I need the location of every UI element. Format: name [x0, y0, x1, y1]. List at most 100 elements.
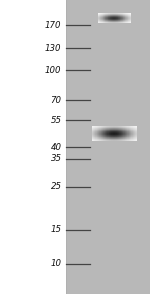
Bar [110, 127, 111, 128]
Bar [105, 135, 106, 136]
Bar [92, 137, 93, 138]
Bar [97, 127, 98, 128]
Bar [119, 126, 120, 127]
Bar [135, 129, 136, 130]
Bar [120, 130, 121, 131]
Bar [126, 140, 127, 141]
Bar [96, 137, 97, 138]
Bar [102, 138, 103, 139]
Bar [113, 127, 114, 128]
Bar [100, 129, 101, 130]
Bar [100, 127, 101, 128]
Bar [131, 133, 132, 134]
Bar [115, 129, 116, 130]
Bar [118, 138, 119, 139]
Bar [122, 134, 123, 135]
Bar [119, 127, 120, 128]
Bar [94, 133, 95, 134]
Bar [112, 139, 113, 140]
Bar [125, 131, 126, 132]
Bar [99, 137, 100, 138]
Bar [129, 137, 130, 138]
Bar [108, 131, 109, 132]
Bar [133, 138, 134, 139]
Bar [117, 129, 118, 130]
Bar [109, 136, 110, 137]
Bar [122, 136, 123, 137]
Bar [126, 129, 127, 130]
Bar [114, 135, 115, 136]
Bar [95, 126, 96, 127]
Bar [115, 127, 116, 128]
Bar [94, 129, 95, 130]
Bar [104, 135, 105, 136]
Bar [114, 137, 115, 138]
Bar [118, 133, 119, 134]
Bar [114, 132, 115, 133]
Bar [131, 132, 132, 133]
Bar [98, 128, 99, 129]
Bar [93, 139, 94, 140]
Bar [125, 130, 126, 131]
Bar [108, 126, 109, 127]
Bar [129, 127, 130, 128]
Bar [106, 138, 107, 139]
Bar [126, 134, 127, 135]
Bar [116, 137, 117, 138]
Bar [99, 138, 100, 139]
Bar [110, 135, 111, 136]
Bar [119, 136, 120, 137]
Bar [127, 134, 128, 135]
Bar [92, 136, 93, 137]
Bar [102, 130, 103, 131]
Bar [129, 138, 130, 139]
Bar [103, 126, 104, 127]
Bar [115, 126, 116, 127]
Bar [103, 134, 104, 135]
Bar [93, 137, 94, 138]
Bar [101, 134, 102, 135]
Bar [113, 131, 114, 132]
Bar [123, 130, 124, 131]
Bar [115, 134, 116, 135]
Bar [124, 135, 125, 136]
Bar [125, 139, 126, 140]
Bar [119, 134, 120, 135]
Bar [108, 127, 109, 128]
Text: 15: 15 [51, 225, 62, 234]
Bar [131, 136, 132, 137]
Bar [108, 137, 109, 138]
Bar [101, 126, 102, 127]
Bar [107, 140, 108, 141]
Bar [93, 132, 94, 133]
Bar [101, 137, 102, 138]
Bar [128, 135, 129, 136]
Bar [130, 127, 131, 128]
Bar [97, 130, 98, 131]
Bar [128, 139, 129, 140]
Bar [121, 130, 122, 131]
Bar [109, 140, 110, 141]
Bar [93, 127, 94, 128]
Bar [124, 130, 125, 131]
Bar [112, 129, 113, 130]
Bar [109, 137, 110, 138]
Bar [123, 139, 124, 140]
Bar [94, 140, 95, 141]
Bar [101, 127, 102, 128]
Bar [124, 140, 125, 141]
Bar [106, 137, 107, 138]
Bar [135, 133, 136, 134]
Bar [99, 135, 100, 136]
Bar [127, 131, 128, 132]
Bar [127, 133, 128, 134]
Bar [132, 140, 133, 141]
Bar [94, 137, 95, 138]
Bar [126, 132, 127, 133]
Bar [131, 126, 132, 127]
Bar [92, 134, 93, 135]
Bar [95, 135, 96, 136]
Bar [115, 131, 116, 132]
Bar [102, 132, 103, 133]
Bar [94, 126, 95, 127]
